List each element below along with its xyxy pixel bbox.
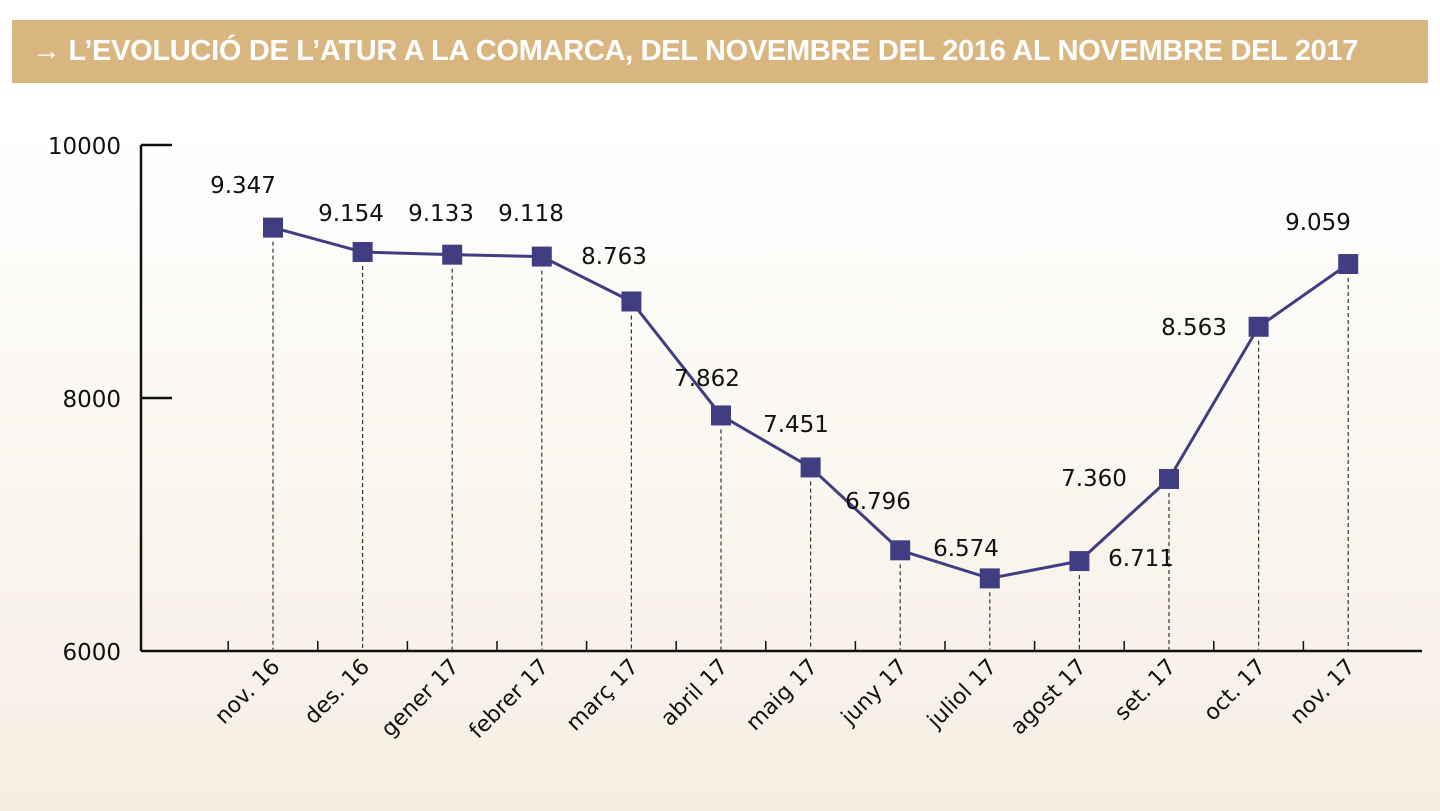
data-label: 6.711 xyxy=(1108,546,1174,572)
data-label: 9.154 xyxy=(318,201,384,227)
data-point-marker xyxy=(1248,316,1269,337)
x-tick-label: maig 17 xyxy=(742,655,823,736)
y-tick-label: 8000 xyxy=(62,387,121,413)
x-tick-label: nov. 17 xyxy=(1286,655,1361,730)
data-label: 6.796 xyxy=(845,489,911,515)
data-label: 9.118 xyxy=(498,201,564,227)
x-tick-label: oct. 17 xyxy=(1199,655,1271,727)
data-point-marker xyxy=(711,405,731,426)
x-tick-label: febrer 17 xyxy=(465,655,554,744)
data-label: 9.347 xyxy=(210,173,276,199)
x-tick-label: des. 16 xyxy=(300,655,375,730)
data-point-marker xyxy=(621,291,642,312)
data-label: 8.563 xyxy=(1161,315,1227,341)
x-tick-label: gener 17 xyxy=(377,655,465,743)
data-point-marker xyxy=(890,540,911,561)
data-point-marker xyxy=(442,244,463,265)
x-tick-label: abril 17 xyxy=(656,655,733,732)
x-tick-label: agost 17 xyxy=(1006,655,1092,741)
chart-title: → L’EVOLUCIÓ DE L’ATUR A LA COMARCA, DEL… xyxy=(12,20,1428,83)
data-point-marker xyxy=(979,568,1000,589)
data-label: 9.133 xyxy=(408,201,474,227)
data-label: 8.763 xyxy=(581,244,647,270)
x-tick-label: març 17 xyxy=(562,655,644,737)
data-label: 7.360 xyxy=(1061,466,1127,492)
data-label: 7.862 xyxy=(674,366,740,392)
data-point-marker xyxy=(263,217,283,238)
x-tick-label: juny 17 xyxy=(836,655,912,731)
x-tick-label: set. 17 xyxy=(1110,655,1181,726)
y-tick-label: 10000 xyxy=(48,134,121,160)
x-tick-label: nov. 16 xyxy=(210,655,285,730)
data-point-marker xyxy=(352,242,373,263)
x-tick-label: juliol 17 xyxy=(922,655,1002,735)
data-point-marker xyxy=(1069,551,1090,572)
data-point-marker xyxy=(531,246,552,267)
data-point-marker xyxy=(1338,254,1359,275)
data-label: 7.451 xyxy=(763,412,829,438)
data-point-marker xyxy=(1159,468,1179,489)
data-label: 6.574 xyxy=(933,536,999,562)
data-point-marker xyxy=(800,457,821,478)
data-label: 9.059 xyxy=(1285,210,1351,236)
y-tick-label: 6000 xyxy=(62,640,121,666)
